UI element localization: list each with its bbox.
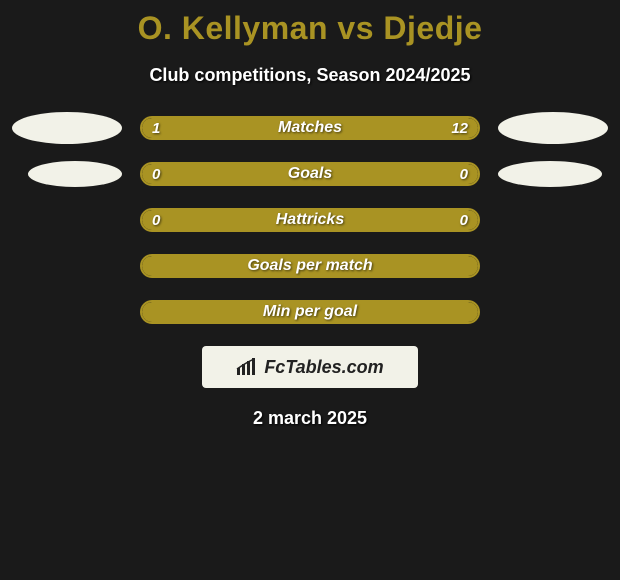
stat-bar: 00Hattricks [140,208,480,232]
stat-row: 112Matches [0,116,620,140]
right-ellipse [498,161,602,187]
bar-label: Min per goal [142,302,478,322]
page-title: O. Kellyman vs Djedje [0,0,620,47]
date-text: 2 march 2025 [0,408,620,429]
stat-row: Min per goal [0,300,620,324]
chart-icon [236,358,258,376]
stat-bar: Goals per match [140,254,480,278]
watermark-badge: FcTables.com [202,346,418,388]
left-ellipse [12,296,122,328]
left-ellipse [12,250,122,282]
left-ellipse [12,204,122,236]
stat-row: 00Hattricks [0,208,620,232]
subtitle: Club competitions, Season 2024/2025 [0,65,620,86]
bar-label: Goals per match [142,256,478,276]
bar-label: Hattricks [142,210,478,230]
stat-bar: 112Matches [140,116,480,140]
right-ellipse [498,204,608,236]
bar-label: Matches [142,118,478,138]
stat-bar: 00Goals [140,162,480,186]
stat-row: Goals per match [0,254,620,278]
right-ellipse [498,296,608,328]
watermark-text: FcTables.com [264,357,383,378]
right-ellipse [498,250,608,282]
bar-label: Goals [142,164,478,184]
left-ellipse [28,161,122,187]
right-ellipse [498,112,608,144]
stat-row: 00Goals [0,162,620,186]
left-ellipse [12,112,122,144]
stat-bar: Min per goal [140,300,480,324]
